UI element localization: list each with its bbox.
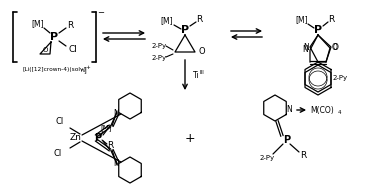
Text: Ti: Ti <box>193 70 200 80</box>
Text: N: N <box>113 108 119 118</box>
Text: R: R <box>328 15 334 25</box>
Text: 2-Py: 2-Py <box>332 75 347 81</box>
Text: +: + <box>185 132 195 145</box>
Text: O: O <box>332 43 338 53</box>
Text: P: P <box>314 25 322 35</box>
Text: P: P <box>284 135 291 145</box>
Text: ]: ] <box>84 66 87 73</box>
Text: +: + <box>86 65 90 70</box>
Text: [M]: [M] <box>296 15 308 25</box>
Text: N: N <box>286 105 292 115</box>
Text: P: P <box>50 32 58 42</box>
Text: R: R <box>300 152 306 160</box>
Text: 4: 4 <box>337 111 341 115</box>
Text: Zn: Zn <box>70 133 82 143</box>
Text: M(CO): M(CO) <box>310 105 334 115</box>
Text: P: P <box>181 25 189 35</box>
Text: [M]: [M] <box>32 19 44 29</box>
Text: P: P <box>94 133 102 143</box>
Text: O: O <box>42 47 48 53</box>
Text: −: − <box>98 9 104 18</box>
Text: 2-Py: 2-Py <box>152 55 167 61</box>
Text: Cl: Cl <box>68 46 77 54</box>
Text: 2-Py: 2-Py <box>152 43 167 49</box>
Text: Cl: Cl <box>56 118 64 126</box>
Text: 2-Py: 2-Py <box>259 155 274 161</box>
Text: N: N <box>113 159 119 167</box>
Text: [Li([12]crown-4)(solv): [Li([12]crown-4)(solv) <box>22 67 86 73</box>
Text: Cl: Cl <box>54 149 62 159</box>
Text: III: III <box>200 70 205 74</box>
Text: [M]: [M] <box>161 16 173 26</box>
Text: N: N <box>303 43 309 51</box>
Text: n: n <box>81 68 84 74</box>
Text: R: R <box>107 142 113 150</box>
Text: O: O <box>199 47 205 57</box>
Text: R: R <box>196 15 202 25</box>
Text: [M]: [M] <box>100 125 112 131</box>
Text: O: O <box>333 43 339 51</box>
Text: N: N <box>302 46 308 54</box>
Text: R: R <box>67 22 73 30</box>
